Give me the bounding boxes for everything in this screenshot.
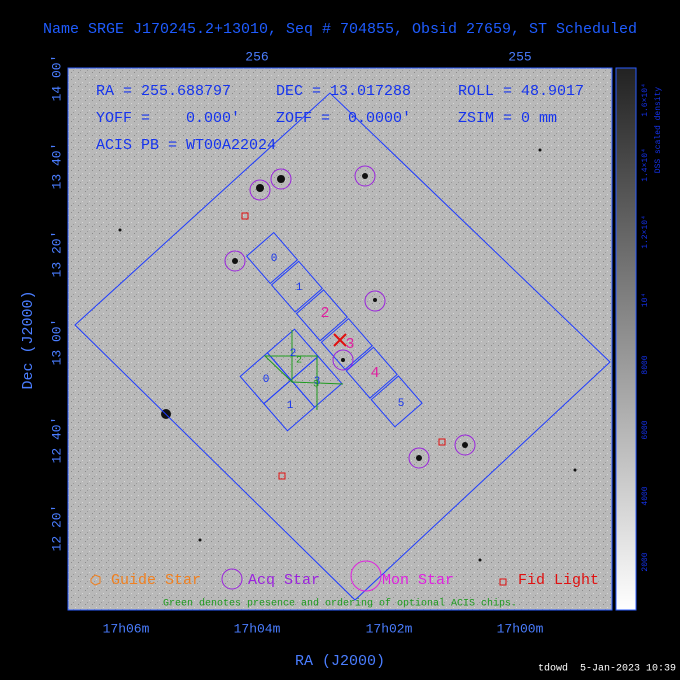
- bottom-tick: 17h06m: [103, 621, 150, 636]
- footer: tdowd 5-Jan-2023 10:39: [538, 663, 676, 675]
- info: RA = 255.688797: [96, 83, 231, 100]
- colorbar-tick: 2000: [641, 552, 650, 571]
- aimpoint: [333, 333, 347, 347]
- s-chip-label: 1: [296, 282, 303, 294]
- info: ZOFF = 0.0000': [276, 110, 411, 127]
- acq-stars: [224, 165, 476, 469]
- colorbar-tick: 1.2×10⁴: [641, 215, 650, 249]
- left-tick: 14 00': [49, 55, 64, 102]
- top-tick: 255: [508, 49, 531, 64]
- optional-chips: [263, 330, 344, 410]
- optional-chip-label: 2: [296, 356, 302, 367]
- info: ACIS PB = WT00A22024: [96, 137, 276, 154]
- legend-label: Guide Star: [111, 572, 201, 589]
- s-array: [245, 231, 423, 428]
- colorbar-title: DSS scaled density: [654, 87, 663, 174]
- left-tick: 13 00': [49, 319, 64, 366]
- s-chip-label: 2: [320, 305, 329, 322]
- fid-lights: [241, 212, 446, 480]
- colorbar-tick: 8000: [641, 355, 650, 374]
- x-title: RA (J2000): [295, 653, 385, 670]
- bottom-tick: 17h00m: [497, 621, 544, 636]
- i-chip-label: 2: [290, 348, 297, 360]
- legend-symbols: [90, 560, 507, 592]
- legend-label: Fid Light: [518, 572, 599, 589]
- i-chip-label: 3: [314, 376, 321, 388]
- colorbar-tick: 6000: [641, 420, 650, 439]
- info: DEC = 13.017288: [276, 83, 411, 100]
- s-chip-label: 4: [370, 365, 379, 382]
- y-title: Dec (J2000): [20, 290, 37, 389]
- field-outline: [74, 92, 611, 601]
- top-tick: 256: [245, 49, 268, 64]
- colorbar-tick: 10⁴: [641, 293, 650, 307]
- colorbar-tick: 1.4×10⁴: [641, 148, 650, 182]
- left-tick: 13 40': [49, 143, 64, 190]
- i-chip-label: 0: [263, 374, 270, 386]
- note: Green denotes presence and ordering of o…: [163, 598, 517, 610]
- colorbar-tick: 1.6×10⁴: [641, 83, 650, 117]
- bottom-tick: 17h04m: [234, 621, 281, 636]
- colorbar: [615, 67, 637, 611]
- bottom-tick: 17h02m: [366, 621, 413, 636]
- s-chip-label: 5: [398, 398, 405, 410]
- legend-label: Mon Star: [382, 572, 454, 589]
- s-chip-label: 0: [271, 253, 278, 265]
- left-tick: 13 20': [49, 231, 64, 278]
- info: ROLL = 48.9017: [458, 83, 584, 100]
- info: ZSIM = 0 mm: [458, 110, 557, 127]
- left-tick: 12 20': [49, 505, 64, 552]
- optional-chip-label: 3: [313, 380, 319, 391]
- title: Name SRGE J170245.2+13010, Seq # 704855,…: [43, 21, 637, 38]
- left-tick: 12 40': [49, 417, 64, 464]
- colorbar-tick: 4000: [641, 486, 650, 505]
- s-chip-label: 3: [345, 336, 354, 353]
- i-array: [239, 328, 343, 432]
- info: YOFF = 0.000': [96, 110, 240, 127]
- legend-label: Acq Star: [248, 572, 320, 589]
- i-chip-label: 1: [287, 400, 294, 412]
